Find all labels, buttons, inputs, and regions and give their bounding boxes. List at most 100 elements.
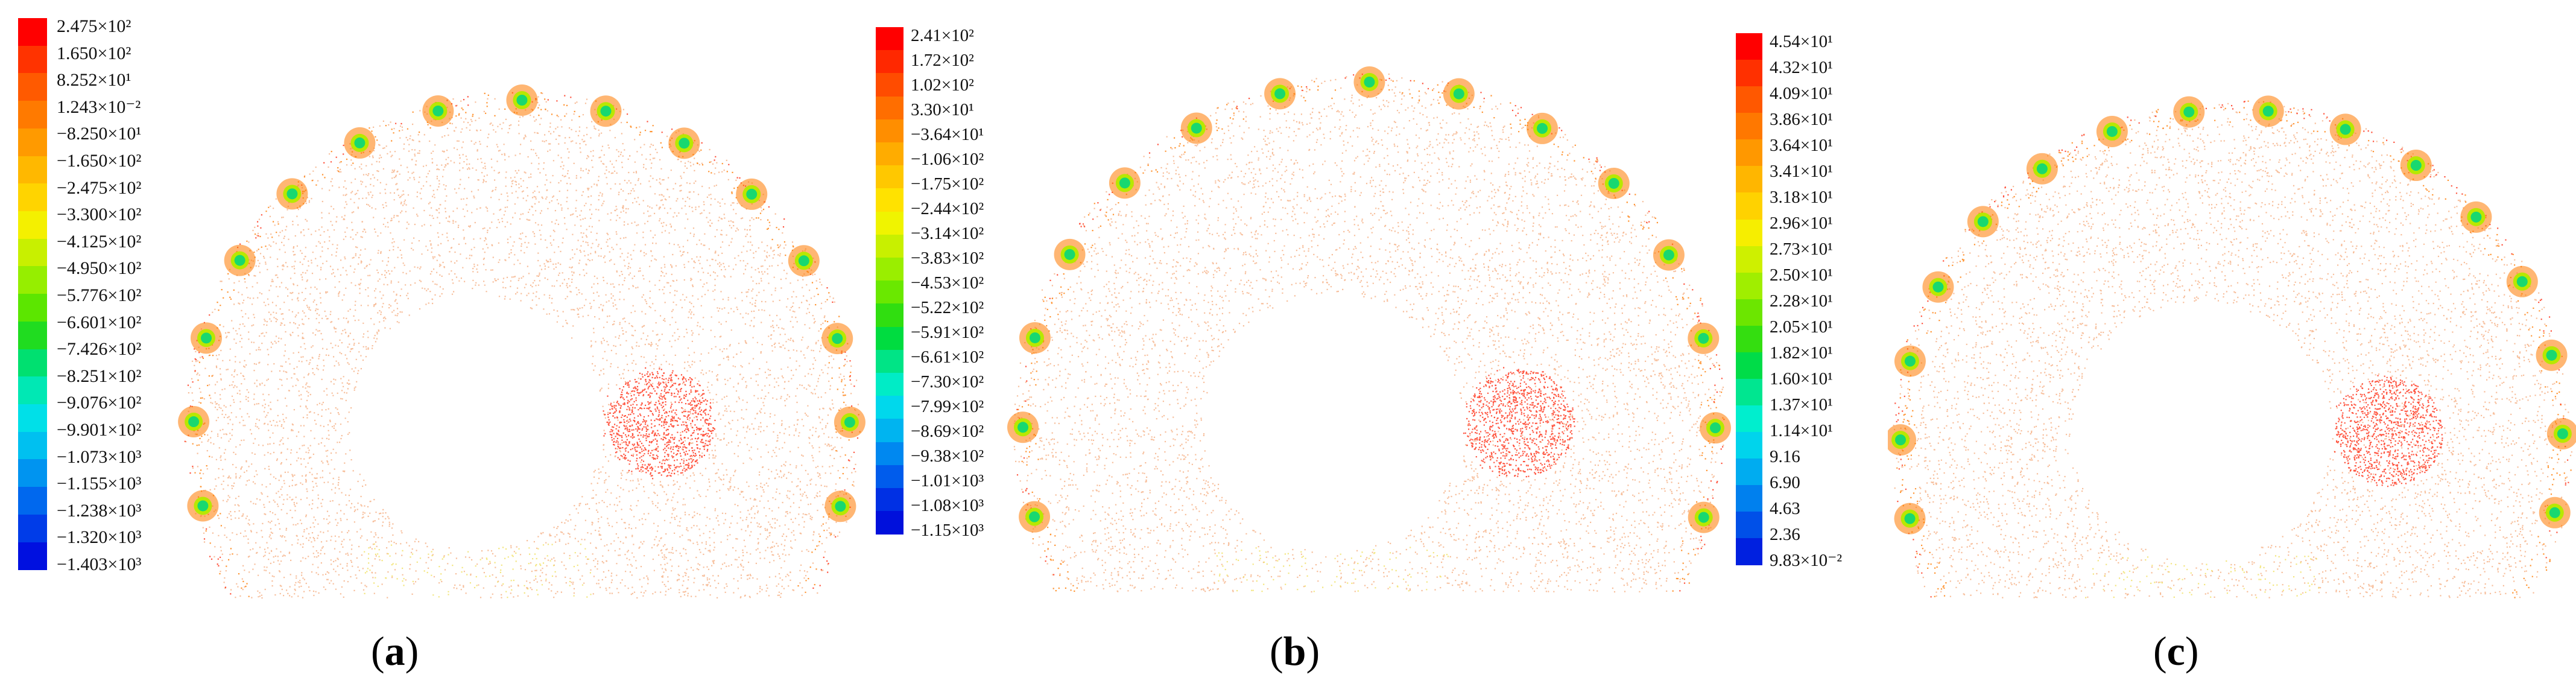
- legend-swatch: [876, 465, 903, 489]
- legend-swatch: [876, 488, 903, 512]
- legend-label: 1.82×10¹: [1770, 343, 1833, 363]
- legend-swatch: [1736, 113, 1762, 140]
- legend-label: −9.901×10²: [57, 420, 142, 440]
- legend-label: 4.63: [1770, 499, 1800, 518]
- blast-hole-marker: [1353, 66, 1385, 98]
- blast-hole-marker: [1443, 78, 1475, 110]
- blast-hole-marker: [1598, 167, 1630, 199]
- legend-swatch: [18, 18, 47, 46]
- legend-swatch: [1736, 458, 1762, 486]
- legend-label: 4.54×10¹: [1770, 32, 1833, 51]
- legend-label: −3.300×10²: [57, 205, 142, 225]
- scatter-plot-a: [178, 84, 866, 599]
- blast-hole-marker: [2329, 113, 2361, 145]
- blast-hole-marker: [1264, 78, 1296, 110]
- legend-swatch: [1736, 246, 1762, 273]
- legend-label: −3.14×10²: [911, 224, 984, 243]
- legend-swatch: [18, 514, 47, 543]
- blast-hole-marker: [834, 406, 866, 438]
- legend-label: 2.36: [1770, 525, 1800, 544]
- legend-swatch: [1736, 352, 1762, 379]
- legend-label: 2.28×10¹: [1770, 291, 1833, 311]
- legend-swatch: [1736, 60, 1762, 87]
- blast-hole-marker: [2460, 201, 2492, 233]
- legend-label: 1.60×10¹: [1770, 369, 1833, 389]
- legend-label: 3.41×10¹: [1770, 162, 1833, 181]
- legend-label: −8.250×10¹: [57, 124, 142, 144]
- blast-hole-marker: [1922, 271, 1954, 303]
- legend-label: −1.75×10²: [911, 174, 984, 194]
- legend-swatch: [18, 404, 47, 433]
- legend-swatch: [876, 326, 903, 351]
- legend-label: 2.50×10¹: [1770, 265, 1833, 285]
- particle-cloud: [2085, 555, 2320, 598]
- legend-swatch: [18, 211, 47, 240]
- caption-a: (a): [371, 628, 419, 674]
- particle-cloud: [189, 92, 861, 597]
- legend-label: −1.15×10³: [911, 521, 984, 540]
- legend-swatch: [18, 459, 47, 487]
- legend-label: 1.37×10¹: [1770, 395, 1833, 414]
- legend-swatch: [1736, 86, 1762, 113]
- legend-label: 2.73×10¹: [1770, 240, 1833, 259]
- legend-label: −1.320×10³: [57, 527, 142, 548]
- blast-hole-marker: [1894, 503, 1926, 535]
- legend-swatch: [18, 321, 47, 350]
- legend-swatch: [18, 266, 47, 294]
- particle-cloud: [1896, 100, 2572, 598]
- legend-label: 2.475×10²: [57, 16, 131, 36]
- legend-label: 6.90: [1770, 473, 1800, 492]
- legend-label: −6.61×10²: [911, 347, 984, 367]
- blast-hole-marker: [1888, 424, 1916, 456]
- blast-hole-marker: [2096, 115, 2128, 147]
- blast-hole-marker: [2400, 150, 2432, 182]
- legend-label: −5.22×10²: [911, 298, 984, 317]
- blast-hole-marker: [187, 490, 219, 522]
- blast-hole-marker: [1054, 238, 1086, 270]
- panel-c: 4.54×10¹ 4.32×10¹ 4.09×10¹ 3.86×10¹ 3.64×10¹…: [1731, 0, 2576, 698]
- legend-swatch: [18, 376, 47, 405]
- legend-swatch: [1736, 33, 1762, 60]
- blast-hole-marker: [190, 322, 222, 354]
- legend-swatch: [1736, 405, 1762, 433]
- legend-label: 2.41×10²: [911, 26, 974, 45]
- blast-hole-marker: [506, 84, 538, 116]
- legend-swatch: [876, 281, 903, 305]
- legend-label: −1.06×10²: [911, 150, 984, 169]
- legend-swatch: [18, 238, 47, 267]
- legend-label: 4.32×10¹: [1770, 58, 1833, 77]
- legend-label: −1.01×10³: [911, 471, 984, 490]
- blast-hole-marker: [1019, 322, 1051, 354]
- legend-label: 1.02×10²: [911, 75, 974, 95]
- blast-hole-marker: [1527, 112, 1559, 144]
- legend-label: −1.155×10³: [57, 474, 142, 494]
- caption-c: (c): [2153, 628, 2199, 674]
- legend-label: 1.650×10²: [57, 43, 131, 63]
- legend-label: −4.950×10²: [57, 258, 142, 279]
- legend-label: 2.96×10¹: [1770, 214, 1833, 233]
- legend-swatch: [1736, 192, 1762, 220]
- legend-swatch: [18, 431, 47, 460]
- legend-swatch: [876, 119, 903, 143]
- blast-hole-marker: [1653, 239, 1685, 271]
- legend-swatch: [18, 294, 47, 322]
- legend-label: −1.403×10³: [57, 554, 142, 574]
- legend-swatch: [1736, 299, 1762, 326]
- blast-hole-marker: [1688, 501, 1720, 533]
- blast-hole-marker: [736, 178, 768, 210]
- legend-label: 8.252×10¹: [57, 70, 131, 90]
- legend-label: 9.16: [1770, 447, 1800, 466]
- legend-label: −8.69×10²: [911, 422, 984, 441]
- blast-hole-marker: [1019, 501, 1051, 533]
- blast-hole-marker: [2252, 95, 2284, 127]
- legend-label: −1.08×10³: [911, 496, 984, 515]
- legend-label: 3.30×10¹: [911, 100, 974, 119]
- legend-swatch: [1736, 325, 1762, 353]
- legend-label: −4.53×10²: [911, 273, 984, 293]
- legend-swatch: [876, 234, 903, 258]
- legend-swatch: [1736, 272, 1762, 300]
- legend-swatch: [1736, 219, 1762, 247]
- scatter-plot-c: [1888, 95, 2576, 598]
- blast-hole-marker: [2546, 418, 2576, 450]
- legend-swatch: [876, 188, 903, 212]
